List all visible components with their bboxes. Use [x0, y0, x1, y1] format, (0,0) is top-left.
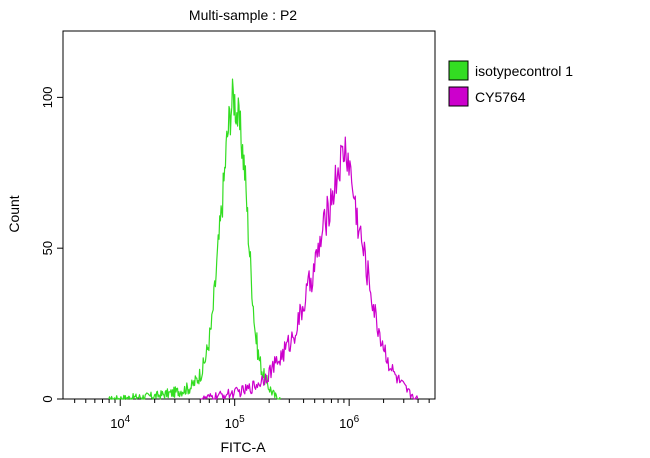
x-axis: 104 105 106	[74, 399, 430, 431]
x-tick-exponent: 6	[354, 414, 360, 425]
y-axis: 0 50 100	[40, 87, 63, 403]
chart-title: Multi-sample : P2	[189, 7, 297, 23]
y-axis-label: Count	[6, 195, 22, 232]
legend-label-isotypecontrol: isotypecontrol 1	[475, 63, 573, 79]
x-tick-base: 10	[339, 416, 353, 431]
x-tick-label: 104	[110, 414, 130, 431]
legend-swatch-cy5764	[448, 86, 469, 107]
x-tick-exponent: 5	[239, 414, 245, 425]
series-line-isotypecontrol	[108, 78, 282, 400]
plot-frame	[62, 30, 436, 400]
legend: isotypecontrol 1 CY5764	[448, 60, 573, 107]
x-tick-base: 10	[225, 416, 239, 431]
y-tick-label: 0	[40, 395, 55, 402]
x-tick-base: 10	[110, 416, 124, 431]
x-tick-label: 105	[225, 414, 245, 431]
series-layer	[108, 78, 419, 400]
y-tick-label: 50	[40, 241, 55, 255]
legend-label-cy5764: CY5764	[475, 89, 526, 105]
x-tick-exponent: 4	[125, 414, 131, 425]
legend-swatch-isotypecontrol	[448, 60, 469, 81]
x-tick-label: 106	[339, 414, 359, 431]
y-tick-label: 100	[40, 87, 55, 109]
x-axis-label: FITC-A	[220, 439, 266, 455]
series-line-cy5764	[200, 136, 419, 400]
